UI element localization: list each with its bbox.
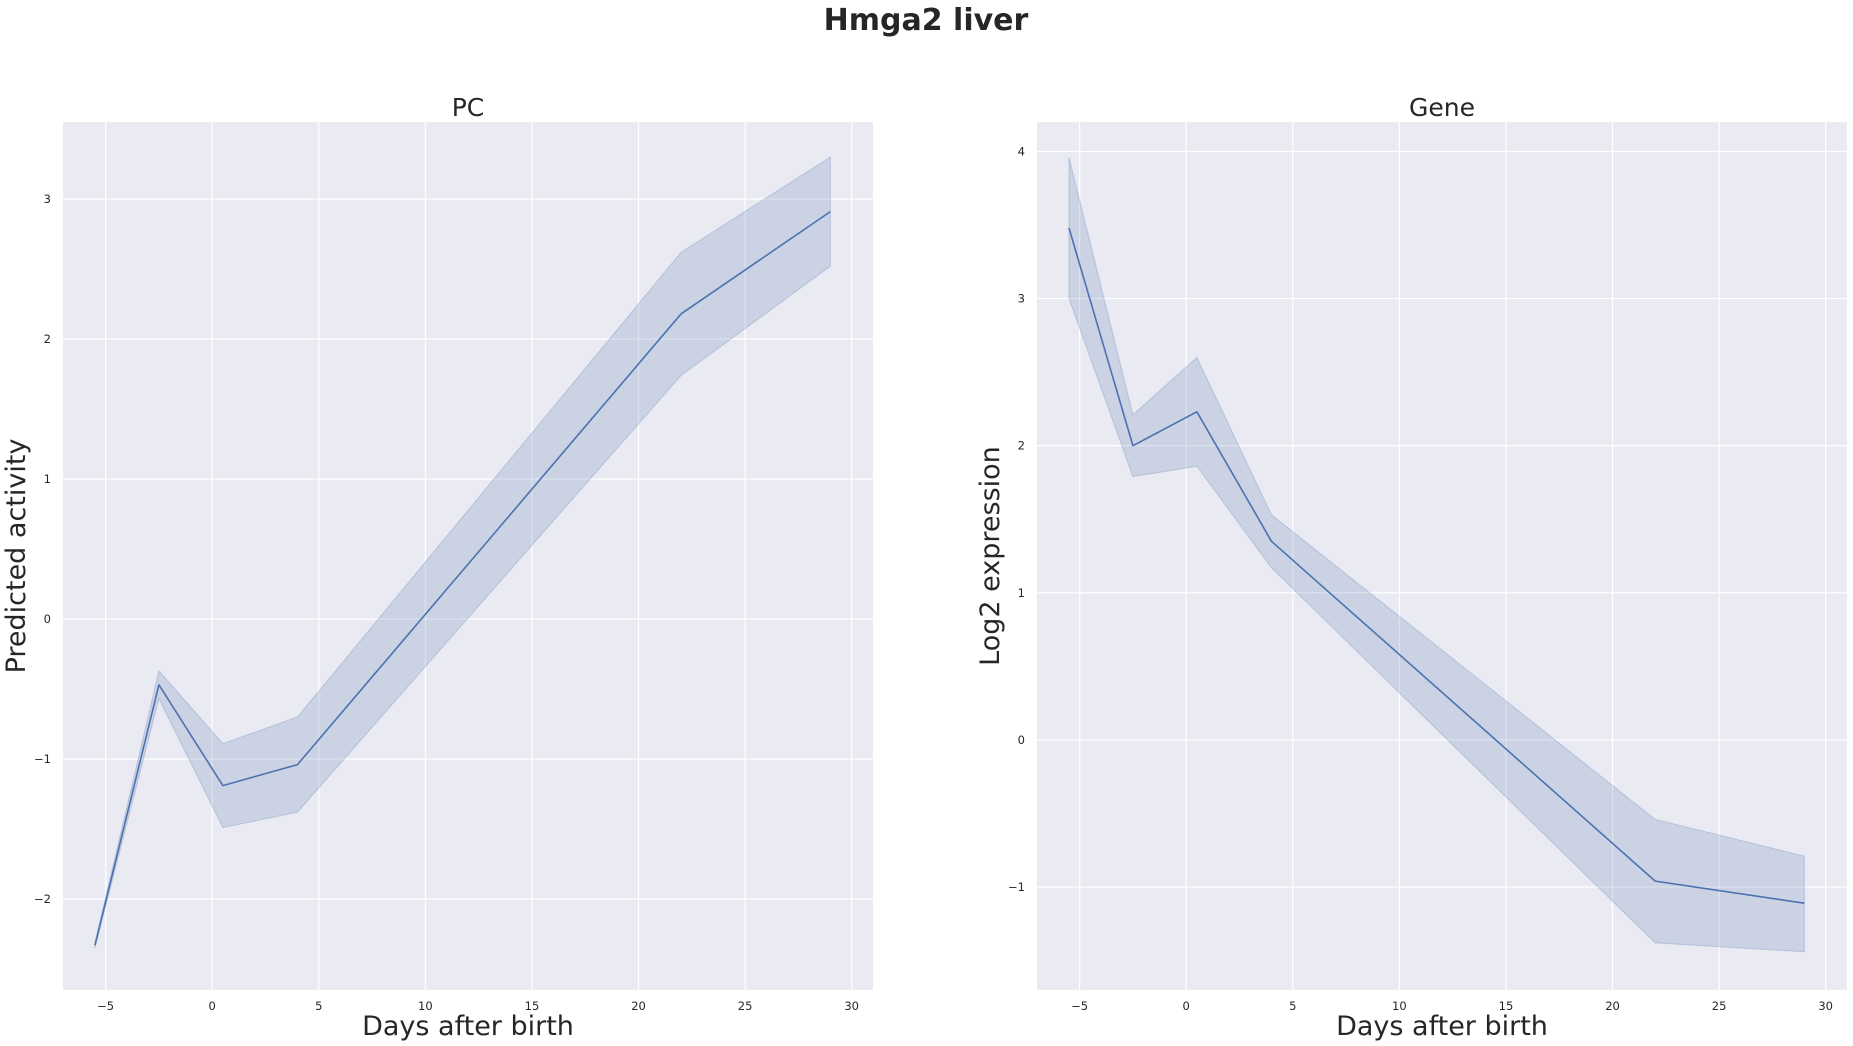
- y-tick-label: 2: [1018, 439, 1025, 453]
- y-tick-label: −2: [34, 892, 51, 906]
- y-tick-label: 4: [1018, 144, 1025, 158]
- plot-area: [63, 122, 873, 990]
- y-tick-label: 1: [44, 472, 51, 486]
- series-line: [1068, 227, 1805, 904]
- x-tick-label: 10: [418, 999, 433, 1013]
- confidence-band: [1068, 157, 1805, 953]
- y-axis-label: Predicted activity: [1, 439, 32, 674]
- x-tick-label: −5: [1071, 999, 1088, 1013]
- x-tick-label: 0: [1183, 999, 1190, 1013]
- x-tick-label: 15: [1499, 999, 1514, 1013]
- y-tick-label: 3: [44, 192, 51, 206]
- figure-title: Hmga2 liver: [824, 3, 1029, 38]
- series-line: [94, 210, 831, 946]
- x-tick-label: 0: [209, 999, 216, 1013]
- y-tick-label: −1: [1008, 880, 1025, 894]
- x-tick-label: 20: [1605, 999, 1620, 1013]
- y-tick-label: 0: [1018, 733, 1025, 747]
- y-tick-label: −1: [34, 752, 51, 766]
- x-tick-label: −5: [97, 999, 114, 1013]
- y-tick-label: 0: [44, 612, 51, 626]
- chart-panel-2: −5 0 5 10 15 20 25 30 −1 0 1 2 3 4 Gene Days after birt…: [975, 93, 1847, 1042]
- chart-panel-1: −5 0 5 10 15 20 25 30 −2 −1 0 1 2 3 PC Days after birth…: [1, 93, 873, 1042]
- chart-title: Gene: [1409, 93, 1475, 122]
- y-axis-label: Log2 expression: [975, 446, 1006, 666]
- x-axis-label: Days after birth: [362, 1011, 574, 1042]
- y-tick-label: 1: [1018, 586, 1025, 600]
- chart-title: PC: [452, 93, 485, 122]
- x-tick-label: 25: [1712, 999, 1727, 1013]
- x-tick-label: 30: [844, 999, 859, 1013]
- plot-area: [1037, 122, 1847, 990]
- x-tick-label: 10: [1392, 999, 1407, 1013]
- y-tick-label: 2: [44, 332, 51, 346]
- x-axis-label: Days after birth: [1336, 1011, 1548, 1042]
- x-tick-label: 30: [1818, 999, 1833, 1013]
- x-tick-label: 5: [315, 999, 322, 1013]
- x-tick-label: 20: [631, 999, 646, 1013]
- x-tick-label: 25: [738, 999, 753, 1013]
- y-tick-label: 3: [1018, 292, 1025, 306]
- x-tick-label: 15: [525, 999, 540, 1013]
- x-tick-label: 5: [1289, 999, 1296, 1013]
